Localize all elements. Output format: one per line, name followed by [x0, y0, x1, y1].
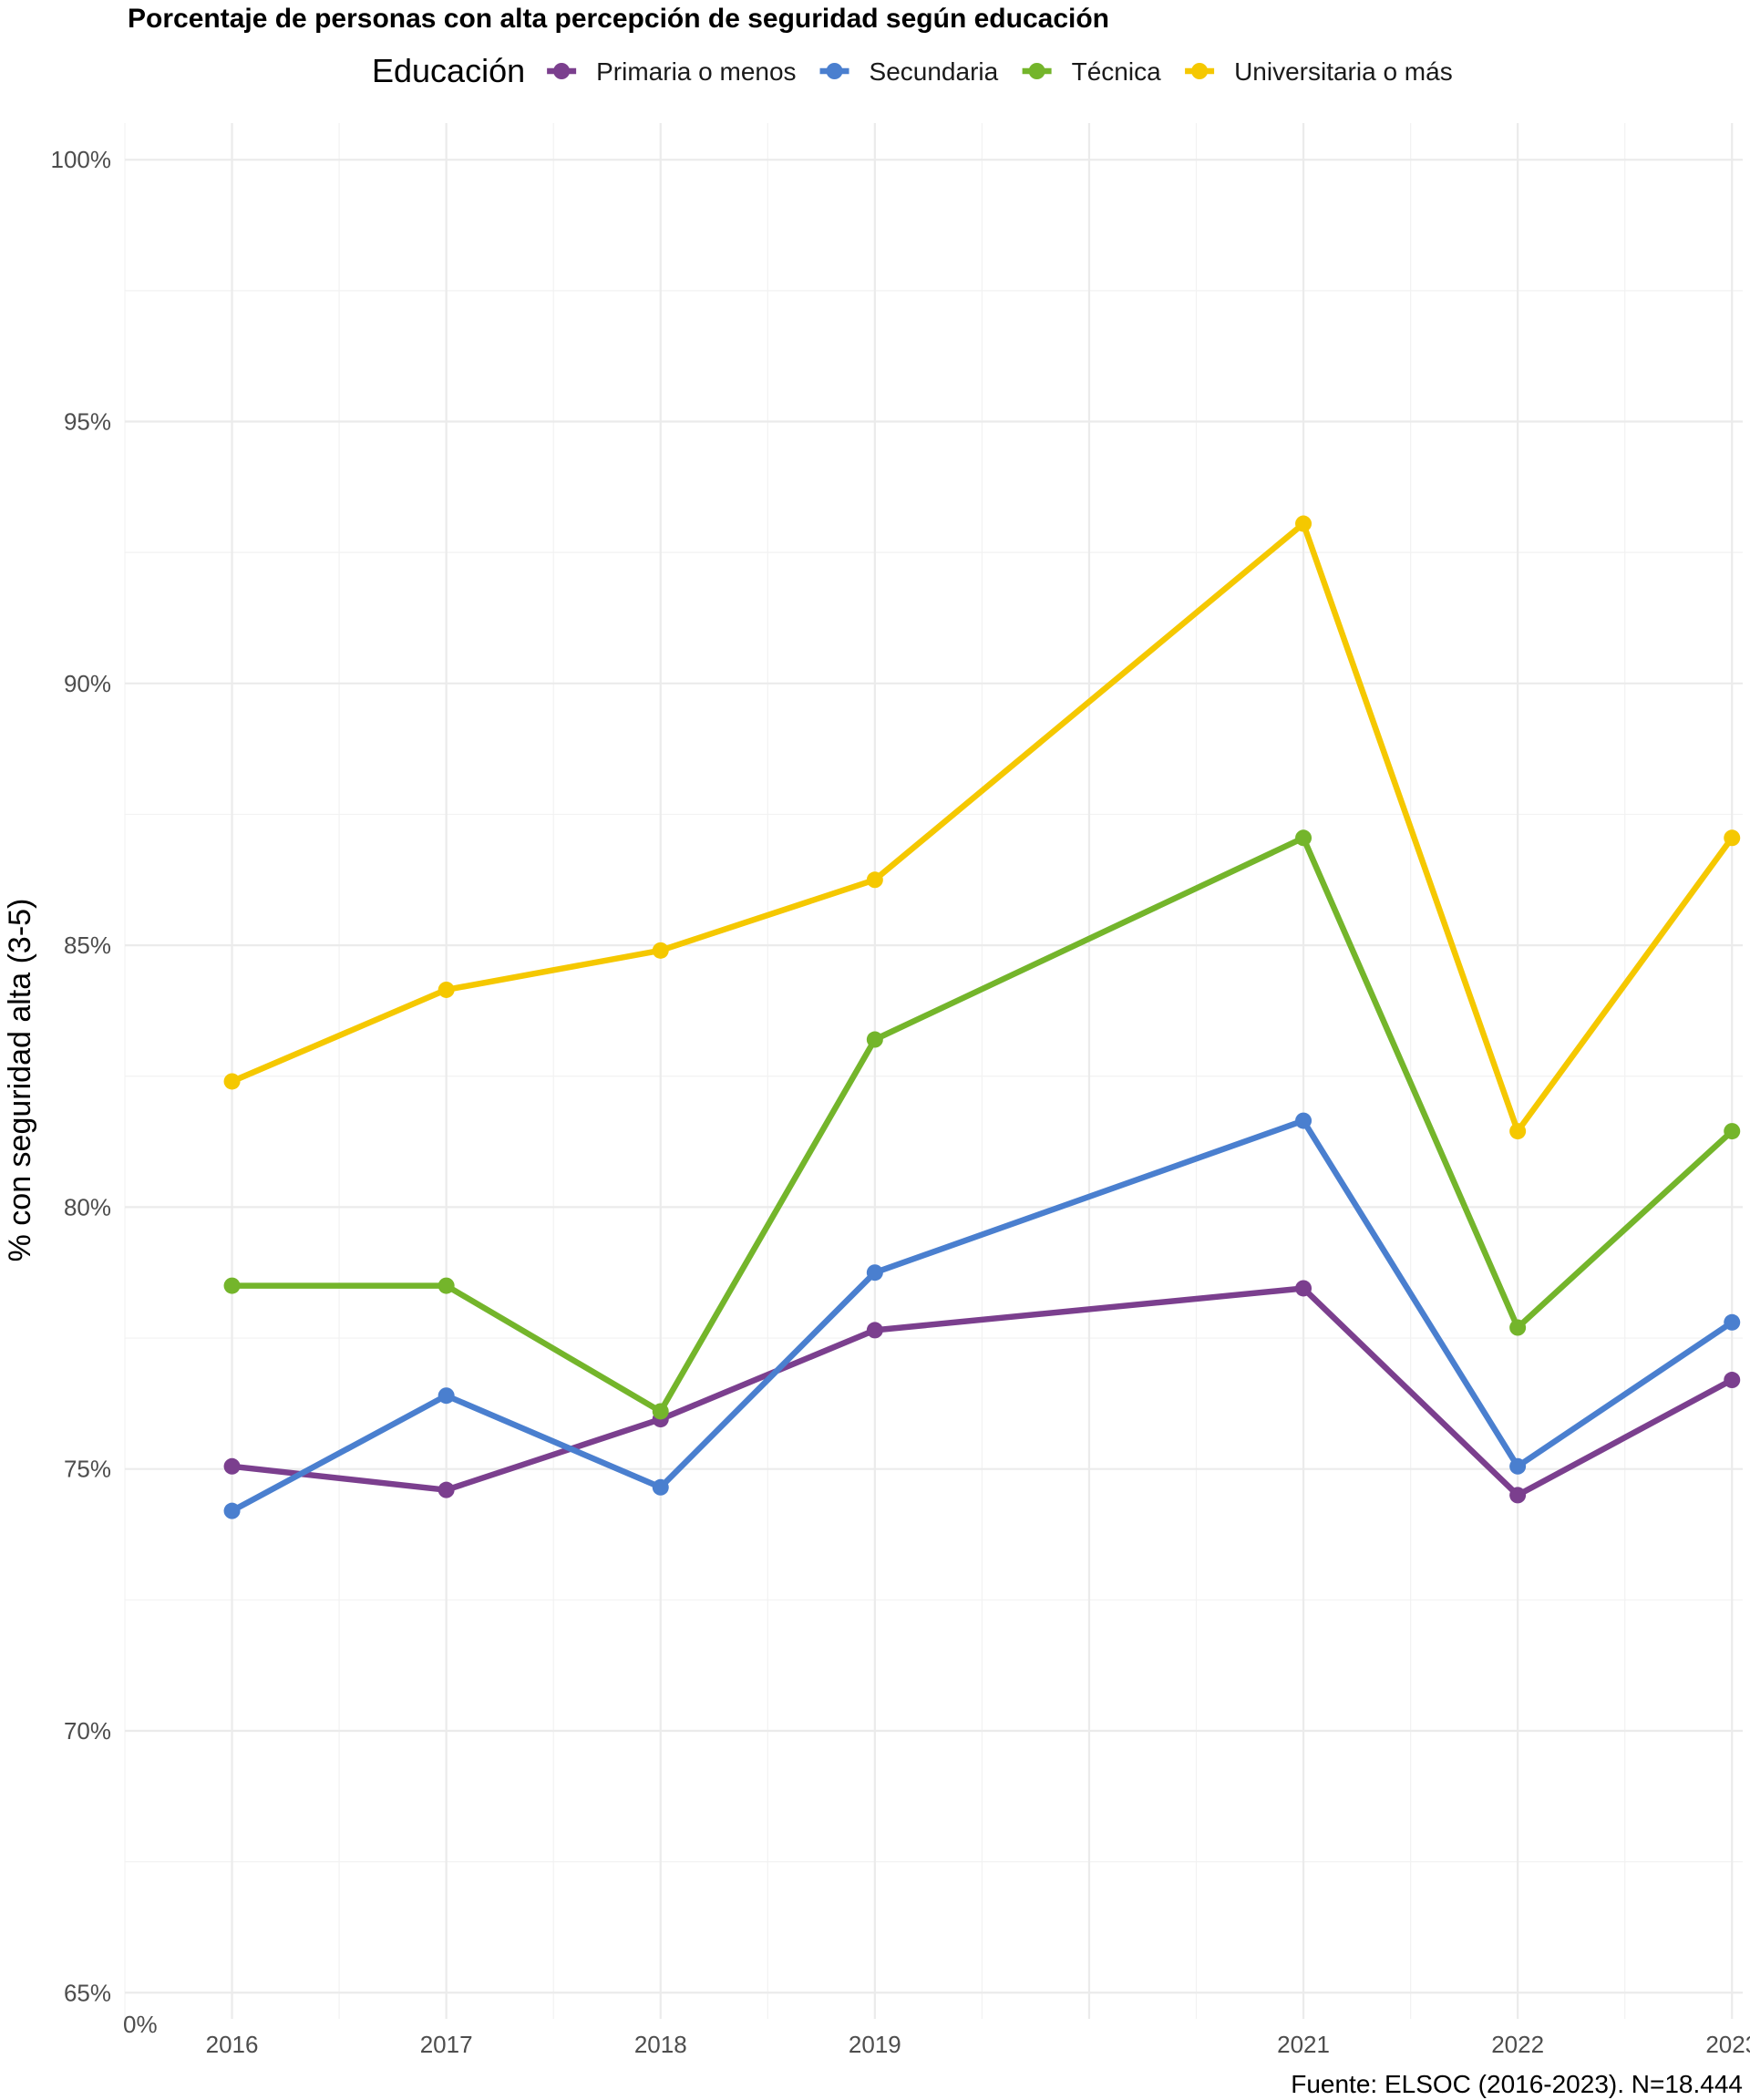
legend-item: Secundaria [820, 57, 999, 86]
y-tick-label: 75% [64, 1456, 111, 1483]
data-point [1509, 1458, 1526, 1475]
data-point [867, 1032, 883, 1048]
legend-swatch-dot [1029, 63, 1045, 79]
legend-label: Universitaria o más [1234, 57, 1453, 86]
y-tick-label: 90% [64, 670, 111, 697]
y-axis-ticks: 65% 70% 75% 80% 85% 90% 95% 100% [51, 146, 112, 2006]
legend-swatch-dot [1191, 63, 1208, 79]
y-tick-label: 85% [64, 932, 111, 959]
data-point [1295, 1113, 1312, 1129]
x-axis-ticks: 2016 2017 2018 2019 2021 2022 2023 [206, 2031, 1750, 2058]
x-tick-label: 2017 [420, 2031, 473, 2058]
data-point [438, 1387, 455, 1404]
y-tick-label: 95% [64, 408, 111, 436]
x-tick-label: 2016 [206, 2031, 259, 2058]
legend-label: Primaria o menos [596, 57, 796, 86]
data-point [224, 1073, 241, 1089]
legend-swatch-dot [827, 63, 843, 79]
y-tick-label: 80% [64, 1193, 111, 1220]
data-point [1724, 829, 1740, 846]
x-tick-label: 2022 [1491, 2031, 1544, 2058]
data-point [438, 1278, 455, 1294]
data-point [1724, 1372, 1740, 1388]
legend-swatch-dot [553, 63, 570, 79]
x-tick-label: 2018 [634, 2031, 687, 2058]
caption: Fuente: ELSOC (2016-2023). N=18.444 [1291, 2070, 1743, 2098]
data-point [1724, 1123, 1740, 1139]
x-origin-label: 0% [123, 2011, 158, 2038]
data-point [1509, 1123, 1526, 1139]
data-point [1295, 829, 1312, 846]
legend-label: Técnica [1072, 57, 1161, 86]
data-point [1509, 1320, 1526, 1336]
legend-item: Técnica [1023, 57, 1161, 86]
data-point [867, 1264, 883, 1281]
legend-item: Primaria o menos [547, 57, 796, 86]
data-point [867, 871, 883, 888]
data-point [438, 982, 455, 998]
data-point [867, 1322, 883, 1338]
legend-label: Secundaria [870, 57, 999, 86]
data-point [653, 1479, 669, 1496]
data-point [224, 1278, 241, 1294]
data-point [224, 1503, 241, 1519]
data-point [1295, 516, 1312, 532]
y-tick-label: 70% [64, 1717, 111, 1745]
data-point [1724, 1314, 1740, 1331]
x-tick-label: 2019 [849, 2031, 901, 2058]
x-tick-label: 2023 [1705, 2031, 1750, 2058]
data-point [438, 1482, 455, 1498]
legend-item: Universitaria o más [1185, 57, 1453, 86]
data-point [224, 1458, 241, 1475]
data-point [653, 1403, 669, 1419]
y-axis-title: % con seguridad alta (3-5) [3, 899, 37, 1262]
legend-title: Educación [372, 52, 525, 89]
y-tick-label: 100% [51, 146, 112, 173]
grid [125, 123, 1743, 2019]
x-tick-label: 2021 [1277, 2031, 1330, 2058]
legend: Educación Primaria o menos Secundaria Técn… [372, 52, 1453, 89]
chart-title: Porcentaje de personas con alta percepci… [128, 4, 1109, 34]
data-point [1509, 1487, 1526, 1503]
data-point [653, 942, 669, 959]
y-tick-label: 65% [64, 1979, 111, 2006]
data-point [1295, 1280, 1312, 1296]
